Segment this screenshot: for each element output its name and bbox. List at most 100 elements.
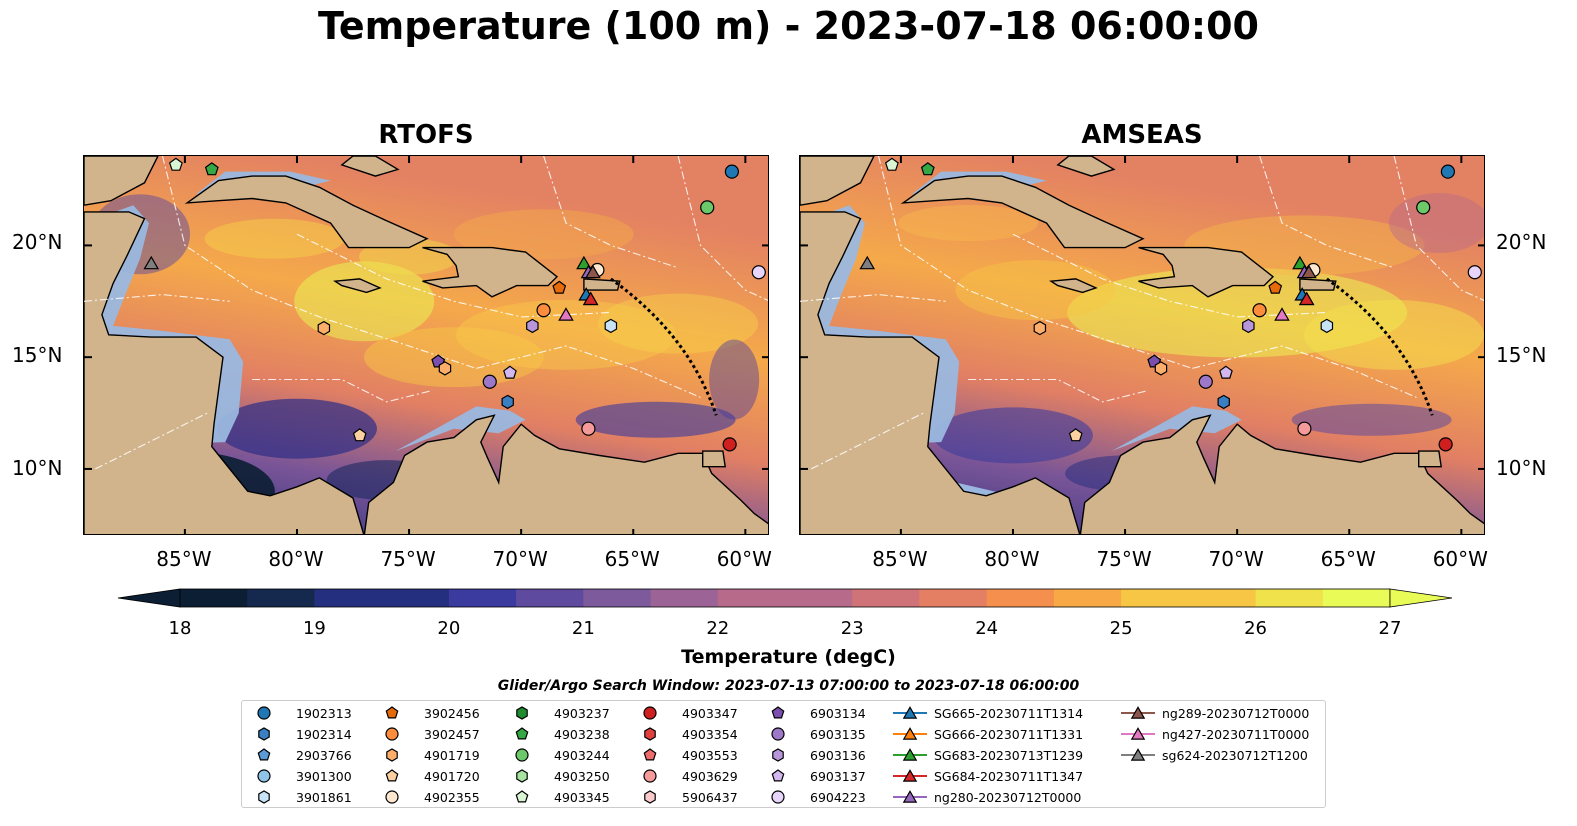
legend-item-6903136: 6903136: [766, 746, 866, 764]
legend-marker-pentagon-icon: [385, 706, 399, 719]
marker-4903244: [700, 200, 715, 215]
lon-label-rtofs-5: 60°W: [716, 547, 772, 571]
legend-marker-hexagon-icon: [258, 727, 270, 741]
marker-4903629: [1297, 421, 1312, 436]
legend-marker-pentagon-icon: [385, 769, 399, 782]
marker-sg624-20230712T1200: [859, 255, 876, 270]
legend-item-4903238: 4903238: [510, 725, 610, 743]
marker-4901720: [1068, 428, 1083, 442]
legend-item-5906437: 5906437: [638, 788, 738, 806]
marker-4901719: [1154, 361, 1168, 376]
legend-label: 6904223: [810, 789, 866, 805]
legend-item-4903629: 4903629: [638, 767, 738, 785]
marker-4903244: [1416, 200, 1431, 215]
lon-label-amseas-5: 60°W: [1432, 547, 1488, 571]
legend-marker-circle-icon: [643, 769, 657, 783]
legend-item-3901300: 3901300: [252, 767, 352, 785]
marker-SG683-20230713T1239: [1292, 255, 1308, 270]
marker-sg624-20230712T1200: [143, 255, 160, 270]
legend-label: 6903134: [810, 705, 866, 721]
marker-6903135: [1198, 374, 1213, 389]
lon-label-amseas-4: 65°W: [1320, 547, 1376, 571]
legend: 1902313 1902314 2903766 3901300 3901861 39024…: [241, 700, 1326, 808]
legend-label: ng280-20230712T0000: [934, 789, 1082, 805]
legend-item-SG684-20230711T1347: SG684-20230711T1347: [892, 767, 1083, 785]
amseas-map: [799, 155, 1485, 535]
legend-item-SG666-20230711T1331: SG666-20230711T1331: [892, 725, 1083, 743]
legend-item-4903244: 4903244: [510, 746, 610, 764]
legend-label: 6903136: [810, 747, 866, 763]
legend-item-4901719: 4901719: [380, 746, 480, 764]
legend-label: 4903629: [682, 768, 738, 784]
colorbar-tick-27: 27: [1378, 618, 1402, 639]
marker-4903238: [204, 162, 219, 176]
legend-marker-pentagon-icon: [257, 748, 271, 761]
colorbar-tick-24: 24: [975, 618, 999, 639]
colorbar-tick-25: 25: [1109, 618, 1133, 639]
legend-item-4903354: 4903354: [638, 725, 738, 743]
legend-marker-circle-icon: [385, 790, 399, 804]
marker-6903136: [1242, 318, 1255, 334]
marker-4903345: [168, 157, 183, 171]
legend-marker-triangle-icon: [1121, 748, 1155, 761]
colorbar-title: Temperature (degC): [681, 646, 896, 668]
legend-label: 5906437: [682, 789, 738, 805]
legend-label: 4903237: [554, 705, 610, 721]
legend-label: sg624-20230712T1200: [1162, 747, 1308, 763]
legend-item-6904223: 6904223: [766, 788, 866, 806]
legend-item-4902355: 4902355: [380, 788, 480, 806]
legend-item-sg624-20230712T1200: sg624-20230712T1200: [1120, 746, 1308, 764]
legend-item-1902313: 1902313: [252, 704, 352, 722]
colorbar: [117, 588, 1453, 608]
marker-4903629: [581, 421, 596, 436]
lon-label-rtofs-0: 85°W: [156, 547, 212, 571]
marker-3901861: [604, 318, 618, 334]
marker-SG683-20230713T1239: [576, 255, 592, 270]
legend-label: 4902355: [424, 789, 480, 805]
marker-3902456: [552, 280, 567, 294]
lon-label-amseas-1: 80°W: [984, 547, 1040, 571]
legend-item-4901720: 4901720: [380, 767, 480, 785]
legend-item-3902456: 3902456: [380, 704, 480, 722]
main-title: Temperature (100 m) - 2023-07-18 06:00:0…: [317, 4, 1259, 48]
legend-marker-hexagon-icon: [516, 706, 528, 720]
legend-label: 1902313: [296, 705, 352, 721]
marker-ng289-20230712T0000: [585, 264, 601, 279]
marker-1902313: [724, 164, 739, 179]
legend-label: 4903347: [682, 705, 738, 721]
marker-3901861: [1320, 318, 1334, 334]
colorbar-tick-22: 22: [706, 618, 730, 639]
marker-4901719: [1033, 320, 1047, 336]
legend-marker-hexagon-icon: [644, 727, 656, 741]
marker-6903137: [503, 365, 517, 379]
legend-item-6903135: 6903135: [766, 725, 866, 743]
lon-label-amseas-2: 75°W: [1096, 547, 1152, 571]
marker-4901719: [438, 361, 452, 376]
legend-item-ng289-20230712T0000: ng289-20230712T0000: [1120, 704, 1309, 722]
legend-marker-circle-icon: [643, 706, 657, 720]
legend-label: 6903137: [810, 768, 866, 784]
marker-1902313: [1440, 164, 1455, 179]
marker-6904223: [1467, 265, 1482, 280]
legend-marker-triangle-icon: [893, 769, 927, 782]
panel-title-amseas: AMSEAS: [1081, 120, 1203, 150]
lat-label-left-15: 15°N: [12, 343, 63, 367]
marker-3902457: [536, 303, 551, 318]
colorbar-tick-21: 21: [571, 618, 595, 639]
legend-label: 4903238: [554, 726, 610, 742]
amseas-map-svg: [800, 156, 1484, 534]
legend-marker-circle-icon: [515, 748, 529, 762]
legend-label: 4903250: [554, 768, 610, 784]
marker-ng289-20230712T0000: [1301, 264, 1317, 279]
marker-4903347: [1438, 437, 1453, 452]
legend-label: SG666-20230711T1331: [934, 726, 1084, 742]
legend-label: 1902314: [296, 726, 352, 742]
legend-label: 3902456: [424, 705, 480, 721]
legend-label: SG665-20230711T1314: [934, 705, 1084, 721]
marker-4903238: [920, 162, 935, 176]
rtofs-map: [83, 155, 769, 535]
legend-item-SG665-20230711T1314: SG665-20230711T1314: [892, 704, 1083, 722]
legend-label: 4903244: [554, 747, 610, 763]
marker-6903137: [1219, 365, 1233, 379]
legend-marker-triangle-icon: [893, 727, 927, 740]
